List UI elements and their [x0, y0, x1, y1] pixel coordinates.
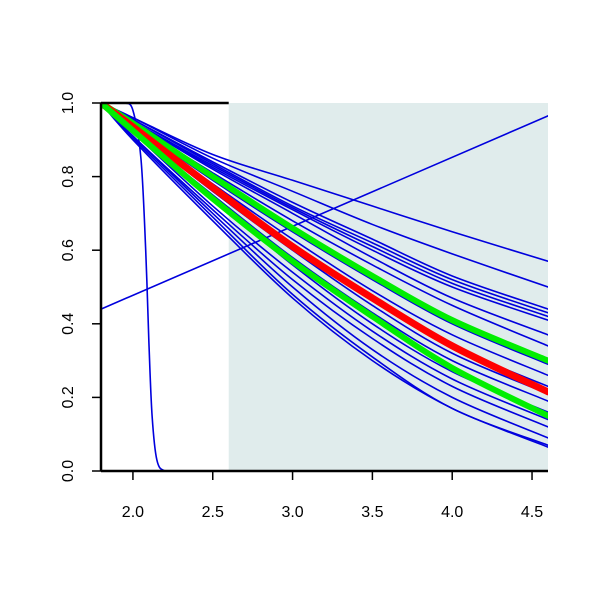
y-tick-label: 0.2 [60, 386, 77, 408]
x-tick-label: 2.0 [122, 504, 144, 521]
y-tick-label: 1.0 [60, 92, 77, 114]
y-tick-label: 0.6 [60, 239, 77, 261]
x-tick-label: 2.5 [202, 504, 224, 521]
x-tick-label: 4.5 [521, 504, 543, 521]
series-line-17 [101, 103, 548, 439]
y-tick-label: 0.8 [60, 165, 77, 187]
x-tick-label: 4.0 [441, 504, 463, 521]
y-tick-label: 0.4 [60, 313, 77, 335]
series-line-23 [101, 103, 548, 396]
series-line-21 [101, 115, 548, 310]
series-layer [101, 103, 548, 471]
series-line-2 [101, 103, 548, 288]
series-line-24 [101, 103, 548, 419]
y-tick-label: 0.0 [60, 460, 77, 482]
x-tick-label: 3.0 [281, 504, 303, 521]
x-tick-label: 3.5 [361, 504, 383, 521]
ticks-layer: 2.0 2.5 3.0 3.5 4.0 4.5 0.0 0.2 0.4 0.6 0.8 1.0 [60, 92, 543, 521]
series-line-4 [101, 103, 548, 314]
axes-layer [99, 101, 548, 473]
